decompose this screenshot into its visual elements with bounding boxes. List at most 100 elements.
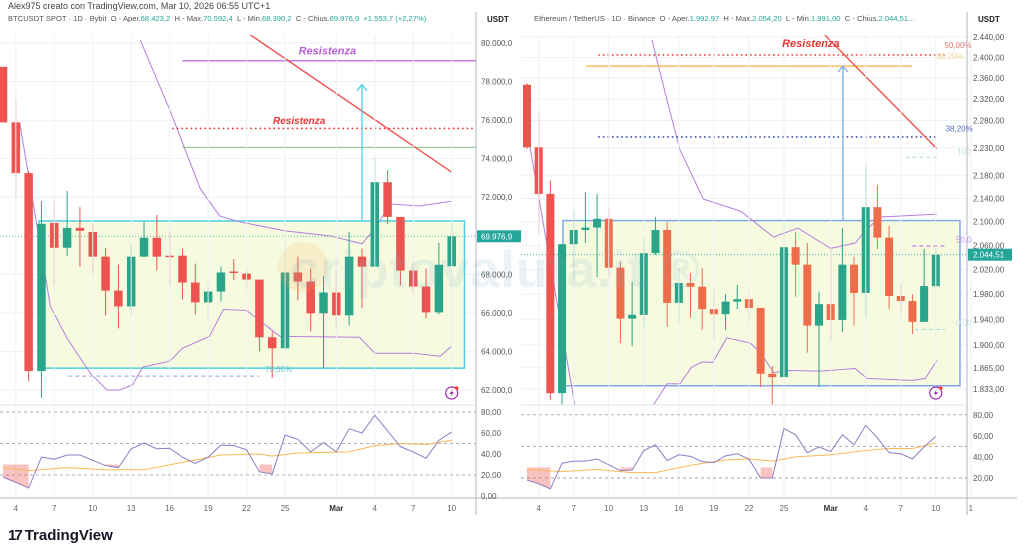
eth-close-label: C - Chius.	[844, 14, 879, 23]
date-axis-label: 19	[204, 504, 213, 513]
rsi-axis-label: 60,00	[973, 432, 994, 441]
rsi-axis-label: 60,00	[481, 429, 502, 438]
btc-currency-label[interactable]: USDT	[487, 15, 509, 24]
tradingview-logo[interactable]: 17 TradingView	[8, 527, 113, 544]
candle-body	[815, 304, 823, 326]
candle-body	[357, 256, 367, 267]
candle	[434, 242, 444, 315]
candle-body	[908, 301, 917, 322]
candle-body	[114, 290, 123, 307]
candle	[733, 284, 742, 310]
btc-low: 68.390,2	[262, 14, 292, 23]
candle-body	[344, 256, 354, 316]
lightning-icon-bolt	[933, 389, 938, 397]
date-axis-label: 22	[242, 504, 251, 513]
candle	[593, 193, 602, 277]
eth-open: 1.992,97	[689, 14, 720, 23]
eth-low-label: L - Min.	[785, 14, 811, 23]
candle	[37, 201, 46, 398]
candle-body	[686, 283, 695, 287]
candle-body	[293, 272, 303, 282]
date-axis-label: 22	[744, 504, 753, 513]
btc-legend: BTCUSDT SPOT · 1D · Bybit O - Aper.68.42…	[8, 14, 426, 23]
tradingview-logo-text: TradingView	[24, 527, 113, 544]
candle	[0, 66, 8, 123]
rsi-oversold-fill	[527, 467, 551, 489]
date-axis-label: 10	[447, 504, 456, 513]
candle-body	[421, 286, 431, 313]
candle	[523, 83, 531, 149]
candle	[152, 214, 162, 271]
candle-body	[721, 301, 730, 315]
band-upper-line	[139, 39, 452, 245]
candle-body	[651, 229, 660, 254]
btc-chart: Resistenza Resistenza 78,60% 80.000,0 78.000…	[0, 12, 526, 515]
date-axis-label: 7	[52, 504, 57, 513]
eth-rsi-pane: 80,00 60,00 40,00 20,00	[521, 411, 994, 490]
price-axis-label: 1.980,00	[973, 290, 1005, 299]
eth-symbol[interactable]: Ethereum / TetherUS · 1D · Binance	[534, 14, 656, 23]
tradingview-logo-icon: 17	[8, 527, 23, 544]
price-axis-label: 62.000,0	[481, 386, 513, 395]
btc-symbol[interactable]: BTCUSDT SPOT · 1D · Bybit	[8, 14, 107, 23]
price-axis-label: 2.400,00	[973, 53, 1005, 62]
price-axis-label: 1.900,00	[973, 341, 1005, 350]
rsi-ma-line	[2, 439, 452, 472]
annotation-label: Resistenza	[273, 116, 326, 127]
date-axis-label: 16	[674, 504, 683, 513]
candle-body	[101, 256, 110, 291]
candle	[396, 216, 405, 286]
candle-body	[267, 337, 277, 349]
date-axis-label: 25	[281, 504, 290, 513]
lightning-icon	[445, 386, 459, 400]
last-price-tag	[477, 230, 521, 243]
btc-open-label: O - Aper.	[110, 14, 141, 23]
candle	[75, 207, 85, 267]
candle	[357, 248, 367, 309]
price-axis-label: 2.180,00	[973, 172, 1005, 181]
date-axis-label: Mar	[824, 504, 838, 513]
trend-line	[250, 35, 453, 173]
rsi-axis-label: 40,00	[973, 453, 994, 462]
annotation-label: Resistenza	[299, 45, 356, 57]
rsi-axis-label: 40,00	[481, 450, 502, 459]
band-lower-line	[529, 147, 938, 405]
candle	[873, 184, 882, 249]
annotation-label: 38,20%	[936, 52, 963, 61]
candle	[255, 279, 264, 352]
candle-body	[838, 264, 847, 320]
candle	[791, 231, 800, 297]
rsi-oversold-fill	[259, 464, 273, 474]
price-axis-label: 2.320,00	[973, 95, 1005, 104]
candle-body	[803, 264, 812, 326]
candle-body	[306, 281, 315, 314]
candle-body	[768, 373, 777, 378]
price-axis-label: 68.000,0	[481, 270, 513, 279]
eth-low: 1.991,00	[810, 14, 841, 23]
eth-currency-label[interactable]: USDT	[978, 15, 1000, 24]
notification-dot-icon	[454, 386, 459, 390]
candle	[815, 291, 823, 388]
date-axis-label: 4	[14, 504, 19, 513]
btc-price-pane	[0, 35, 476, 398]
candle	[139, 221, 149, 258]
candle-body	[255, 279, 264, 338]
target-arrow-head-icon	[356, 83, 368, 92]
candle-body	[546, 193, 555, 394]
candle	[178, 248, 187, 300]
candle	[803, 243, 812, 353]
btc-change: +1.553,7 (+2,27%)	[363, 14, 427, 23]
price-axis-label: 1.940,00	[973, 315, 1005, 324]
candle	[908, 294, 917, 334]
candle-body	[178, 255, 187, 283]
last-price-label: 69.976,9	[481, 232, 513, 241]
candle-body	[434, 264, 444, 313]
chart-credit: Alex975 creato con TradingView.com, Mar …	[8, 1, 274, 11]
price-axis-label: 1.833,00	[973, 385, 1005, 394]
price-axis-label: 2.360,00	[973, 74, 1005, 83]
candle	[581, 192, 590, 244]
price-axis-label: 2.140,00	[973, 195, 1005, 204]
candle	[293, 256, 303, 301]
candle-body	[885, 237, 894, 297]
